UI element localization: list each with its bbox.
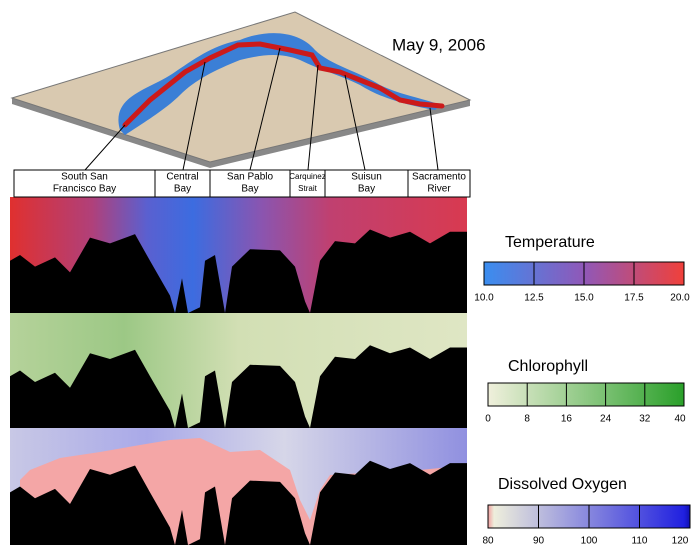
- region-label: Francisco Bay: [53, 184, 116, 195]
- region-label: South San: [61, 172, 108, 183]
- colorbar-tick-label: 24: [600, 414, 612, 425]
- date-label: May 9, 2006: [392, 35, 486, 54]
- region-label: Sacramento: [412, 172, 466, 183]
- colorbar-tick-label: 16: [561, 414, 573, 425]
- legend-title: Dissolved Oxygen: [498, 476, 627, 493]
- colorbar-tick-label: 0: [485, 414, 491, 425]
- region-label: Central: [166, 172, 198, 183]
- region-label: Suisun: [351, 172, 382, 183]
- colorbar-tick-label: 120: [672, 536, 689, 546]
- colorbar-tick-label: 20.0: [670, 293, 690, 304]
- bathymetry: [10, 229, 467, 545]
- colorbar: [488, 383, 684, 406]
- colorbar-tick-label: 90: [533, 536, 545, 546]
- region-label: Bay: [241, 184, 258, 195]
- region-label: River: [427, 184, 451, 195]
- colorbar-tick-label: 17.5: [624, 293, 644, 304]
- colorbar-tick-label: 80: [482, 536, 494, 546]
- colorbar-tick-label: 8: [524, 414, 530, 425]
- colorbar-tick-label: 40: [674, 414, 686, 425]
- region-label: San Pablo: [227, 172, 274, 183]
- colorbar-tick-label: 32: [639, 414, 651, 425]
- colorbar-tick-label: 12.5: [524, 293, 544, 304]
- region-label: Strait: [298, 184, 317, 193]
- colorbar-tick-label: 100: [581, 536, 598, 546]
- figure: May 9, 2006 South SanFrancisco Bay Centra…: [0, 0, 691, 546]
- colorbar-tick-label: 110: [632, 536, 648, 546]
- colorbar-tick-label: 10.0: [474, 293, 494, 304]
- region-label: Bay: [358, 184, 375, 195]
- region-label: Bay: [174, 184, 191, 195]
- colorbar-tick-label: 15.0: [574, 293, 594, 304]
- region-label: Carquinez: [289, 172, 325, 181]
- legend-title: Chlorophyll: [508, 358, 588, 375]
- legend-title: Temperature: [505, 234, 595, 251]
- legends: Temperature 10.0 12.5 15.0 17.5 20.0 Chlorophy…: [474, 234, 690, 546]
